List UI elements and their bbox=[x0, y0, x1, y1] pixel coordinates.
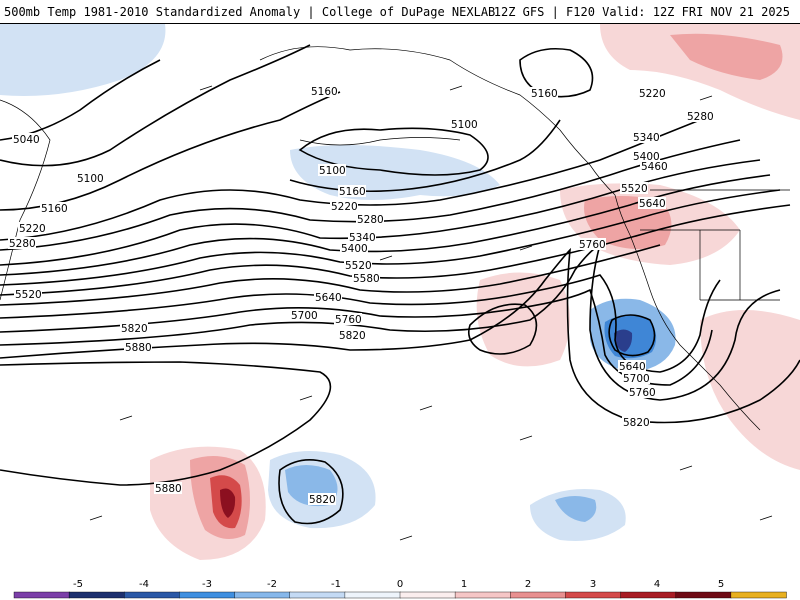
label-5220-ne: 5220 bbox=[639, 88, 666, 100]
label-5160-c: 5160 bbox=[339, 186, 366, 198]
map-header: 500mb Temp 1981-2010 Standardized Anomal… bbox=[0, 0, 800, 24]
colorbar-segment bbox=[730, 591, 787, 599]
model-run-info: 12Z GFS | F120 Valid: 12Z FRI NOV 21 202… bbox=[493, 5, 790, 19]
tick-3: 3 bbox=[590, 579, 596, 590]
tick-minus5: -5 bbox=[73, 579, 83, 590]
contour-5100 bbox=[0, 44, 311, 167]
label-5520-c: 5520 bbox=[345, 260, 372, 272]
label-5520-w: 5520 bbox=[15, 289, 42, 301]
contour-labels: 5040 5100 5160 5220 5280 5520 5820 5880 … bbox=[8, 85, 714, 506]
contour-5220 bbox=[0, 119, 701, 241]
contour-5520 bbox=[0, 204, 791, 296]
colorbar-ticks: -5 -4 -3 -2 -1 0 1 2 3 4 5 bbox=[73, 579, 724, 590]
warm-anomaly-pacific bbox=[476, 272, 570, 367]
label-5880-w: 5880 bbox=[125, 342, 152, 354]
warm-anomaly-ne-mid bbox=[670, 33, 783, 80]
wind-barbs bbox=[89, 85, 773, 541]
cold-anomaly-se-inner bbox=[555, 496, 597, 522]
label-5280-ne: 5280 bbox=[687, 111, 714, 123]
warm-anomaly-south-core bbox=[220, 488, 236, 518]
warm-anomaly-west-coast-mid bbox=[584, 196, 672, 249]
alaska-coast bbox=[259, 46, 631, 236]
label-5280-w: 5280 bbox=[9, 238, 36, 250]
contour-5820-closed-pacific bbox=[467, 303, 538, 355]
colorbar-segment bbox=[13, 591, 70, 599]
contour-low-inner bbox=[608, 314, 656, 357]
tick-minus2: -2 bbox=[267, 579, 277, 590]
label-5640-ne: 5640 bbox=[639, 198, 666, 210]
map-title: 500mb Temp 1981-2010 Standardized Anomal… bbox=[4, 5, 496, 19]
colorbar-segment bbox=[234, 591, 291, 599]
label-5460-ne: 5460 bbox=[641, 161, 668, 173]
label-5760-low: 5760 bbox=[629, 387, 656, 399]
label-5580-c: 5580 bbox=[353, 273, 380, 285]
aleutian-islands bbox=[299, 137, 461, 146]
label-5700-low: 5700 bbox=[623, 373, 650, 385]
label-5820-low: 5820 bbox=[623, 417, 650, 429]
label-5640-c: 5640 bbox=[315, 292, 342, 304]
tick-minus3: -3 bbox=[202, 579, 212, 590]
colorbar-segment bbox=[510, 591, 567, 599]
barb bbox=[89, 85, 773, 541]
colorbar-segment bbox=[124, 591, 181, 599]
colorbar-segments bbox=[13, 591, 787, 599]
label-5880-s: 5880 bbox=[155, 483, 182, 495]
tick-minus1: -1 bbox=[331, 579, 341, 590]
tick-4: 4 bbox=[654, 579, 660, 590]
coastlines bbox=[0, 46, 790, 431]
tick-0: 0 bbox=[397, 579, 403, 590]
siberia-coast bbox=[0, 99, 51, 301]
label-5520-ne: 5520 bbox=[621, 183, 648, 195]
contour-5640 bbox=[0, 274, 721, 373]
tick-1: 1 bbox=[461, 579, 467, 590]
label-5760-c: 5760 bbox=[335, 314, 362, 326]
label-5700-c: 5700 bbox=[291, 310, 318, 322]
contour-5460 bbox=[0, 189, 781, 286]
west-coast bbox=[629, 234, 761, 431]
label-5400-c: 5400 bbox=[341, 243, 368, 255]
state-borders bbox=[640, 189, 790, 301]
label-5820-c: 5820 bbox=[339, 330, 366, 342]
tick-2: 2 bbox=[525, 579, 531, 590]
colorbar-segment bbox=[68, 591, 125, 599]
colorbar-segment bbox=[565, 591, 622, 599]
tick-minus4: -4 bbox=[139, 579, 149, 590]
label-5760-e: 5760 bbox=[579, 239, 606, 251]
label-5340-ne: 5340 bbox=[633, 132, 660, 144]
label-5100-c: 5100 bbox=[319, 165, 346, 177]
contour-5760 bbox=[0, 243, 781, 401]
anomaly-map: 5040 5100 5160 5220 5280 5520 5820 5880 … bbox=[0, 24, 800, 560]
height-contours bbox=[0, 44, 800, 525]
label-5040: 5040 bbox=[13, 134, 40, 146]
contour-5880 bbox=[0, 361, 332, 486]
label-5220-c: 5220 bbox=[331, 201, 358, 213]
contour-5820-closed-south bbox=[278, 459, 344, 525]
label-5220-w: 5220 bbox=[19, 223, 46, 235]
colorbar-segment bbox=[344, 591, 401, 599]
label-5640-low: 5640 bbox=[619, 361, 646, 373]
cold-anomaly-nw bbox=[0, 24, 166, 96]
label-5160-ne: 5160 bbox=[531, 88, 558, 100]
label-5340-c: 5340 bbox=[349, 232, 376, 244]
label-5820-s: 5820 bbox=[309, 494, 336, 506]
anomaly-colorbar: -5 -4 -3 -2 -1 0 1 2 3 4 5 bbox=[0, 575, 800, 600]
tick-5: 5 bbox=[718, 579, 724, 590]
label-5820-w: 5820 bbox=[121, 323, 148, 335]
colorbar-segment bbox=[179, 591, 236, 599]
label-5160-w: 5160 bbox=[41, 203, 68, 215]
warm-anomaly-east bbox=[700, 310, 800, 470]
label-5280-c: 5280 bbox=[357, 214, 384, 226]
contour-5160 bbox=[0, 91, 341, 211]
contour-5100-closed bbox=[298, 127, 489, 176]
colorbar-segment bbox=[675, 591, 732, 599]
cold-anomaly-low-core bbox=[614, 329, 633, 352]
label-5100-w: 5100 bbox=[77, 173, 104, 185]
label-5160-n: 5160 bbox=[311, 86, 338, 98]
colorbar-segment bbox=[620, 591, 677, 599]
contour-5820 bbox=[0, 247, 800, 424]
label-5100-n: 5100 bbox=[451, 119, 478, 131]
colorbar-segment bbox=[399, 591, 456, 599]
colorbar-segment bbox=[454, 591, 511, 599]
colorbar-segment bbox=[289, 591, 346, 599]
